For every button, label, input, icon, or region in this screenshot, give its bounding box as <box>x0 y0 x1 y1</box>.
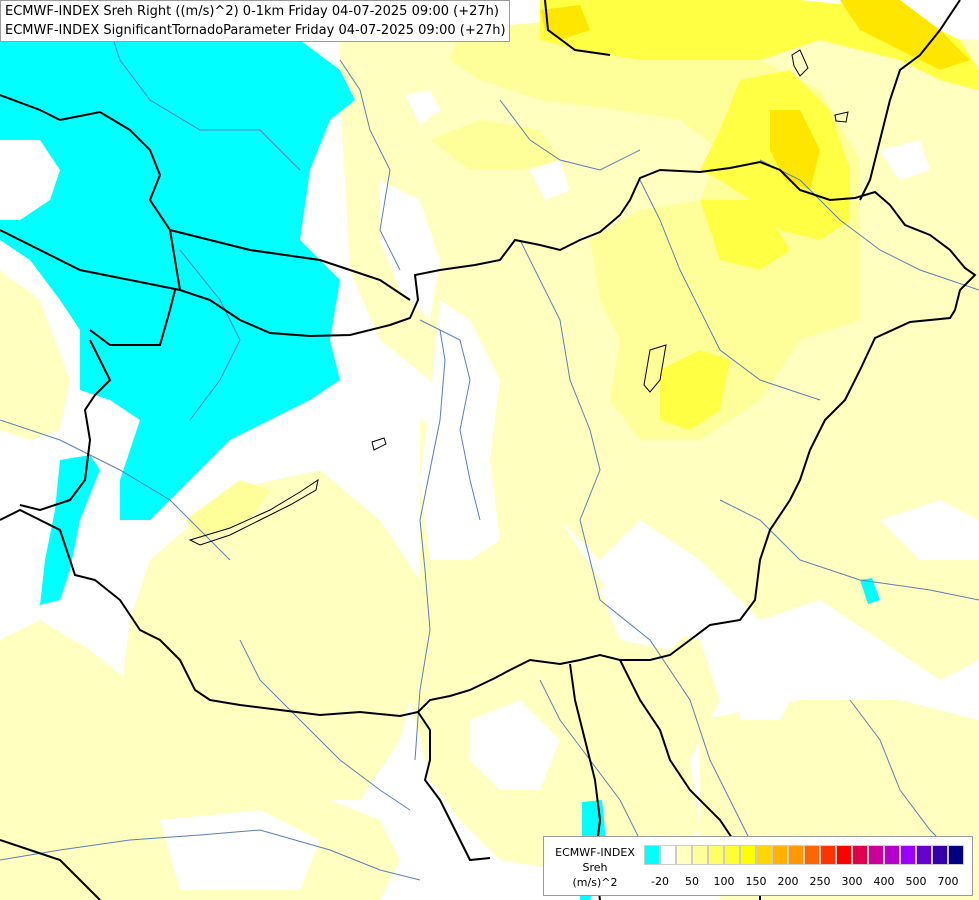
legend-swatch <box>900 845 916 865</box>
legend-tick-label: 250 <box>809 875 831 888</box>
legend-swatch <box>868 845 884 865</box>
sreh-white-gaps <box>160 90 979 890</box>
legend-swatch <box>708 845 724 865</box>
map-title-line1: ECMWF-INDEX Sreh Right ((m/s)^2) 0-1km F… <box>5 4 499 19</box>
legend-swatch <box>820 845 836 865</box>
sreh-bright-yellow-cores <box>540 0 970 190</box>
legend-swatch <box>692 845 708 865</box>
white-patch-west <box>0 140 60 220</box>
legend-swatch <box>948 845 964 865</box>
legend-source: ECMWF-INDEX <box>555 846 635 859</box>
legend-ticks: -20 50 100 150 200 250 300 400 500 700 <box>644 875 966 889</box>
legend-swatch <box>852 845 868 865</box>
legend-swatch <box>644 845 660 865</box>
map-title-box: ECMWF-INDEX Sreh Right ((m/s)^2) 0-1km F… <box>0 0 510 42</box>
legend-tick-label: 400 <box>873 875 895 888</box>
legend-tick-label: 150 <box>745 875 767 888</box>
legend-swatch <box>756 845 772 865</box>
legend-tick-label: -20 <box>651 875 669 888</box>
legend-swatch <box>724 845 740 865</box>
legend-swatch <box>836 845 852 865</box>
legend-tick-label: 200 <box>777 875 799 888</box>
legend-swatch <box>772 845 788 865</box>
color-legend: ECMWF-INDEX Sreh (m/s)^2 -20 50 100 150 200 2… <box>543 836 973 896</box>
legend-swatch <box>740 845 756 865</box>
legend-swatch <box>804 845 820 865</box>
rivers <box>0 0 979 881</box>
legend-swatches <box>644 845 964 865</box>
legend-unit: (m/s)^2 <box>572 876 618 889</box>
legend-swatch <box>660 845 676 865</box>
legend-swatch <box>788 845 804 865</box>
legend-swatch <box>884 845 900 865</box>
legend-tick-label: 50 <box>685 875 699 888</box>
legend-swatch <box>676 845 692 865</box>
lakes <box>188 49 849 546</box>
legend-tick-label: 100 <box>713 875 735 888</box>
map-title-line2: ECMWF-INDEX SignificantTornadoParameter … <box>5 23 506 38</box>
legend-tick-label: 700 <box>937 875 959 888</box>
legend-tick-label: 300 <box>841 875 863 888</box>
legend-swatch <box>916 845 932 865</box>
legend-tick-label: 500 <box>905 875 927 888</box>
legend-swatch <box>932 845 948 865</box>
legend-variable: Sreh <box>582 861 608 874</box>
